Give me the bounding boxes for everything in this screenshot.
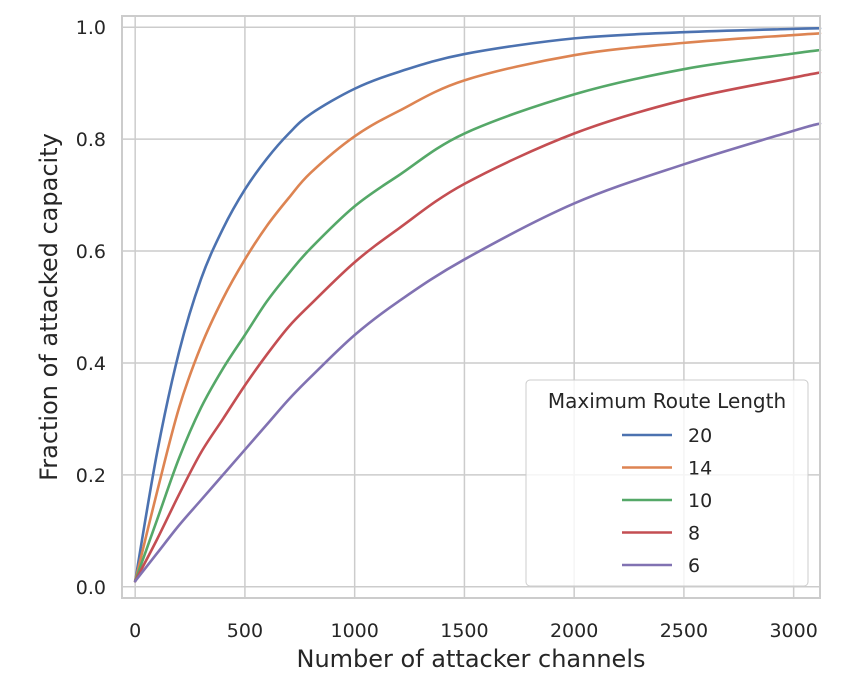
tick-labels: 0 500 1000 1500 2000 2500 3000 0.0 0.2 0.4 0.6 0.8 1… (76, 17, 818, 642)
x-tick-label: 1500 (440, 620, 488, 642)
legend-label-6: 6 (688, 555, 700, 577)
series-line-10 (133, 48, 822, 583)
series-layer (133, 27, 822, 583)
y-tick-label: 1.0 (76, 17, 106, 39)
x-tick-label: 2500 (660, 620, 708, 642)
legend-label-10: 10 (688, 490, 712, 512)
x-tick-label: 1000 (330, 620, 378, 642)
x-axis-label: Number of attacker channels (296, 645, 645, 673)
x-tick-label: 0 (129, 620, 141, 642)
series-line-14 (133, 32, 822, 583)
y-axis-label: Fraction of attacked capacity (35, 133, 63, 481)
y-tick-label: 0.2 (76, 465, 106, 487)
legend-label-20: 20 (688, 425, 712, 447)
y-tick-label: 0.8 (76, 129, 106, 151)
series-line-8 (133, 71, 822, 583)
x-tick-label: 3000 (769, 620, 817, 642)
y-tick-label: 0.0 (76, 577, 106, 599)
series-line-6 (133, 122, 822, 583)
legend-entries: 20 14 10 8 6 (622, 425, 712, 577)
plot-frame (121, 15, 821, 599)
y-tick-label: 0.4 (76, 353, 106, 375)
x-tick-label: 500 (227, 620, 263, 642)
legend-box (525, 379, 809, 587)
x-tick-label: 2000 (550, 620, 598, 642)
legend-title: Maximum Route Length (548, 389, 786, 413)
y-tick-label: 0.6 (76, 241, 106, 263)
legend-label-14: 14 (688, 458, 712, 480)
legend: Maximum Route Length 20 14 10 8 6 (525, 379, 809, 587)
series-line-20 (133, 27, 822, 583)
grid (122, 16, 820, 598)
legend-label-8: 8 (688, 523, 700, 545)
